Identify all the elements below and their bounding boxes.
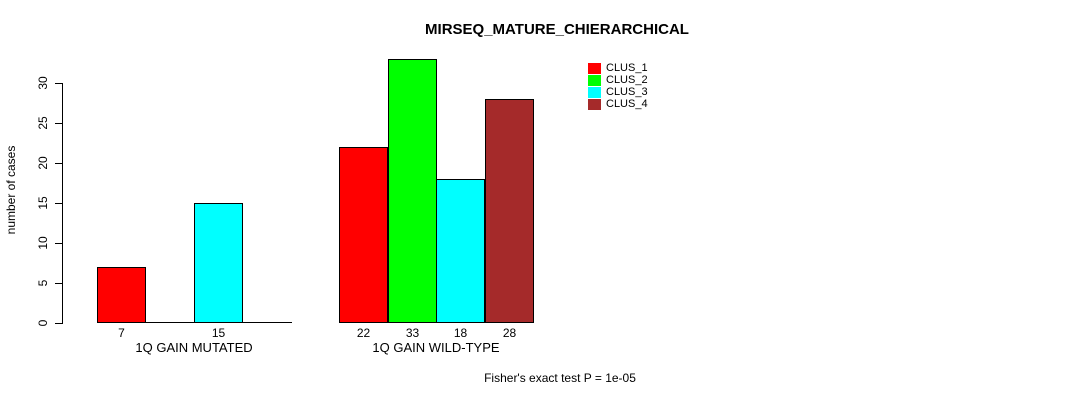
y-axis-tick [55, 83, 62, 84]
y-axis-tick [55, 243, 62, 244]
legend-item: CLUS_3 [588, 86, 648, 98]
legend-swatch [588, 86, 601, 98]
bar-value-label: 33 [405, 326, 420, 340]
y-axis-line [62, 83, 63, 324]
bar-clus_4 [485, 99, 534, 323]
bar-clus_1 [339, 147, 388, 323]
bar-clus_3 [194, 203, 243, 323]
bar-clus_1 [97, 267, 146, 323]
zero-bar-clus_4 [243, 322, 292, 323]
legend-item-label: CLUS_2 [606, 73, 648, 86]
y-axis-tick [55, 323, 62, 324]
y-axis-tick [55, 163, 62, 164]
bar-clus_2 [388, 59, 437, 323]
legend-item: CLUS_4 [588, 98, 648, 110]
y-axis-tick [55, 203, 62, 204]
legend-item-label: CLUS_4 [606, 97, 648, 110]
legend: CLUS_1 CLUS_2 CLUS_3 CLUS_4 [588, 62, 648, 110]
group-label: 1Q GAIN MUTATED [135, 340, 253, 355]
bar-value-label: 28 [502, 326, 517, 340]
y-axis-tick [55, 283, 62, 284]
bar-value-label: 22 [356, 326, 371, 340]
chart-title: MIRSEQ_MATURE_CHIERARCHICAL [425, 21, 689, 38]
y-axis-tick-label: 15 [36, 196, 50, 210]
legend-item: CLUS_2 [588, 74, 648, 86]
bar-value-label: 15 [211, 326, 226, 340]
bar-value-label: 18 [453, 326, 468, 340]
legend-item-label: CLUS_3 [606, 85, 648, 98]
y-axis-label: number of cases [4, 145, 18, 235]
legend-swatch [588, 62, 601, 74]
y-axis-tick-label: 0 [36, 319, 50, 327]
footnote-text: Fisher's exact test P = 1e-05 [484, 371, 636, 385]
legend-item: CLUS_1 [588, 62, 648, 74]
y-axis-tick-label: 25 [36, 116, 50, 130]
y-axis-tick [55, 123, 62, 124]
legend-swatch [588, 74, 601, 86]
zero-bar-clus_2 [146, 322, 195, 323]
y-axis-tick-label: 5 [36, 279, 50, 287]
legend-swatch [588, 98, 601, 110]
group-label: 1Q GAIN WILD-TYPE [372, 340, 500, 355]
legend-item-label: CLUS_1 [606, 61, 648, 74]
bar-value-label: 7 [118, 326, 125, 340]
y-axis-tick-label: 10 [36, 236, 50, 250]
bar-clus_3 [436, 179, 485, 323]
y-axis-tick-label: 20 [36, 156, 50, 170]
y-axis-tick-label: 30 [36, 76, 50, 90]
